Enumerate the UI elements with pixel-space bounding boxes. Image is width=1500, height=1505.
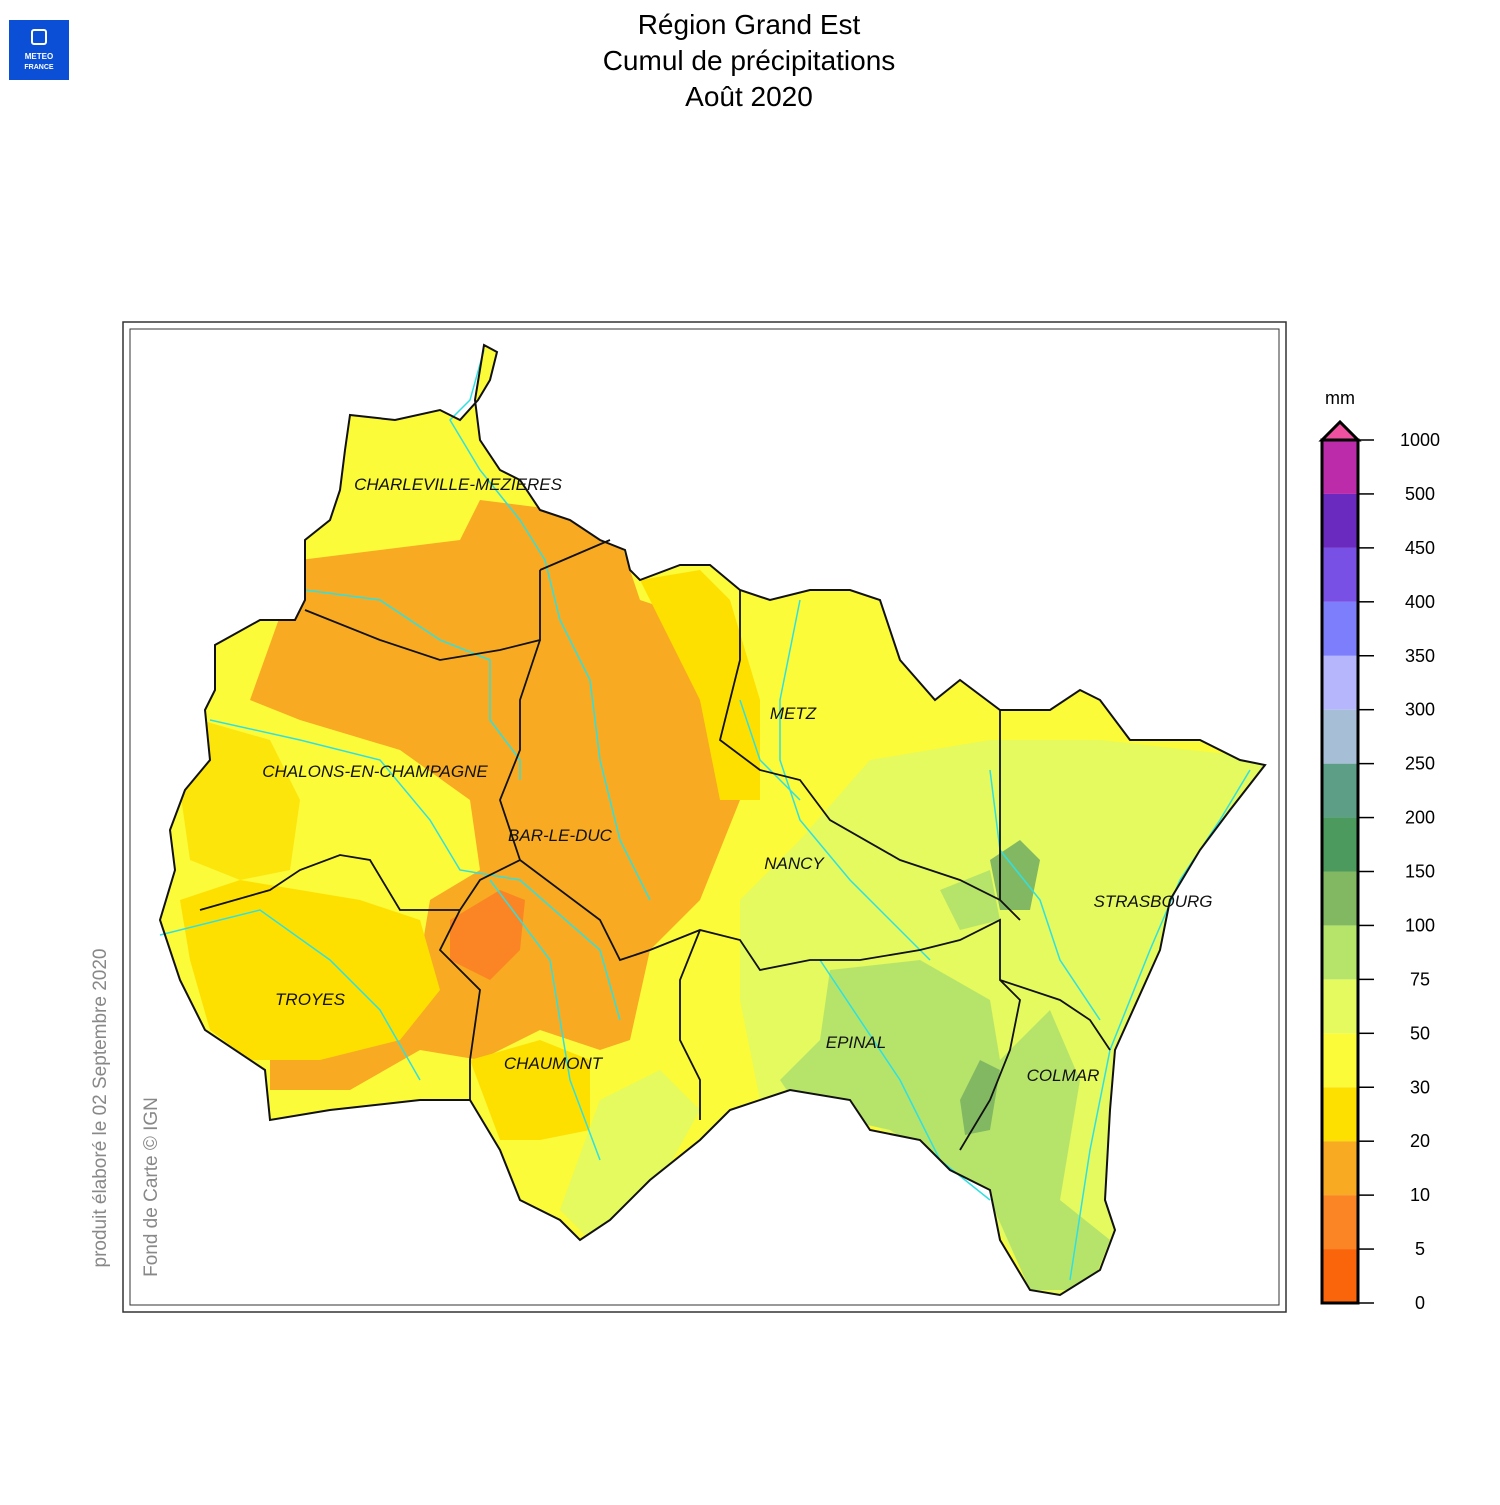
river [159,909,421,1081]
title-line: Août 2020 [685,81,813,112]
color-band [1322,547,1358,602]
zone [250,500,740,1090]
zone [450,890,525,980]
legend-level: 350 [1405,646,1435,666]
legend-level: 500 [1405,484,1435,504]
color-band [1322,1033,1358,1088]
legend-level: 150 [1405,862,1435,882]
color-band [1322,1087,1358,1142]
border [519,859,1021,1151]
river [209,719,621,1021]
map-frame [122,321,1287,1313]
city-label: TROYES [275,990,346,1009]
river [1069,769,1251,1281]
colorbar: 0 5 10 20 30 50 75 100 150 200 250 300 350 400 450 500 1… [1318,419,1440,1313]
zone [990,840,1040,910]
river [739,699,801,801]
precipitation-field [160,345,1265,1295]
legend-level: 30 [1410,1077,1430,1097]
legend-unit: mm [1325,388,1355,408]
overflow-arrow [1318,419,1362,442]
city-label: CHALONS-EN-CHAMPAGNE [262,762,488,781]
basemap-credit: Fond de Carte © IGN [141,1097,162,1277]
legend-level: 75 [1410,969,1430,989]
color-band [1322,871,1358,926]
city-label: CHARLEVILLE-MEZIERES [354,475,562,494]
legend-level: 300 [1405,700,1435,720]
city-label: METZ [770,704,817,723]
production-note: produit élaboré le 02 Septembre 2020 [90,948,111,1267]
color-band [1322,763,1358,818]
legend-level: 10 [1410,1185,1430,1205]
color-band [1322,709,1358,764]
city-label: COLMAR [1027,1066,1100,1085]
border [679,929,701,1120]
color-band [1322,1141,1358,1196]
border [999,710,1111,1051]
title-line: Région Grand Est [638,9,861,40]
zone [960,1060,1000,1135]
legend-level: 1000 [1400,430,1440,450]
city-label: NANCY [764,854,825,873]
logo-text: METEO [25,52,53,61]
river [989,769,1101,1021]
title-line: Cumul de précipitations [603,45,896,76]
color-band [1322,817,1358,872]
zone [780,960,1110,1290]
city-label: STRASBOURG [1093,892,1212,911]
river [449,349,651,901]
river [304,589,521,780]
border [438,909,481,1100]
color-band [1322,1195,1358,1250]
zone [940,870,1000,930]
river [489,879,601,1161]
legend-level: 450 [1405,538,1435,558]
zone [470,1040,590,1140]
zone [560,1070,700,1240]
zone [180,880,440,1060]
map-frame [129,328,1280,1306]
zone [640,570,760,800]
color-band [1322,979,1358,1034]
color-band [1322,655,1358,710]
rivers [159,349,1251,1281]
border [304,570,541,661]
legend-level: 100 [1405,915,1435,935]
legend-level: 200 [1405,808,1435,828]
legend-level: 0 [1415,1293,1425,1313]
color-band [1322,440,1358,494]
city-label: CHAUMONT [504,1054,604,1073]
city-label: EPINAL [826,1033,886,1052]
river [819,959,991,1201]
color-band [1322,1249,1358,1303]
border [718,590,1021,921]
legend-level: 50 [1410,1023,1430,1043]
legend-level: 5 [1415,1239,1425,1259]
color-band [1322,493,1358,548]
city-label: BAR-LE-DUC [508,826,613,845]
region-outline [158,343,1267,1297]
color-band [1322,601,1358,656]
legend-level: 250 [1405,754,1435,774]
logo-icon [31,29,47,45]
logo-text: FRANCE [24,64,53,71]
legend-level: 20 [1410,1131,1430,1151]
legend-level: 400 [1405,592,1435,612]
color-band [1322,925,1358,980]
department-borders [199,539,1111,1151]
